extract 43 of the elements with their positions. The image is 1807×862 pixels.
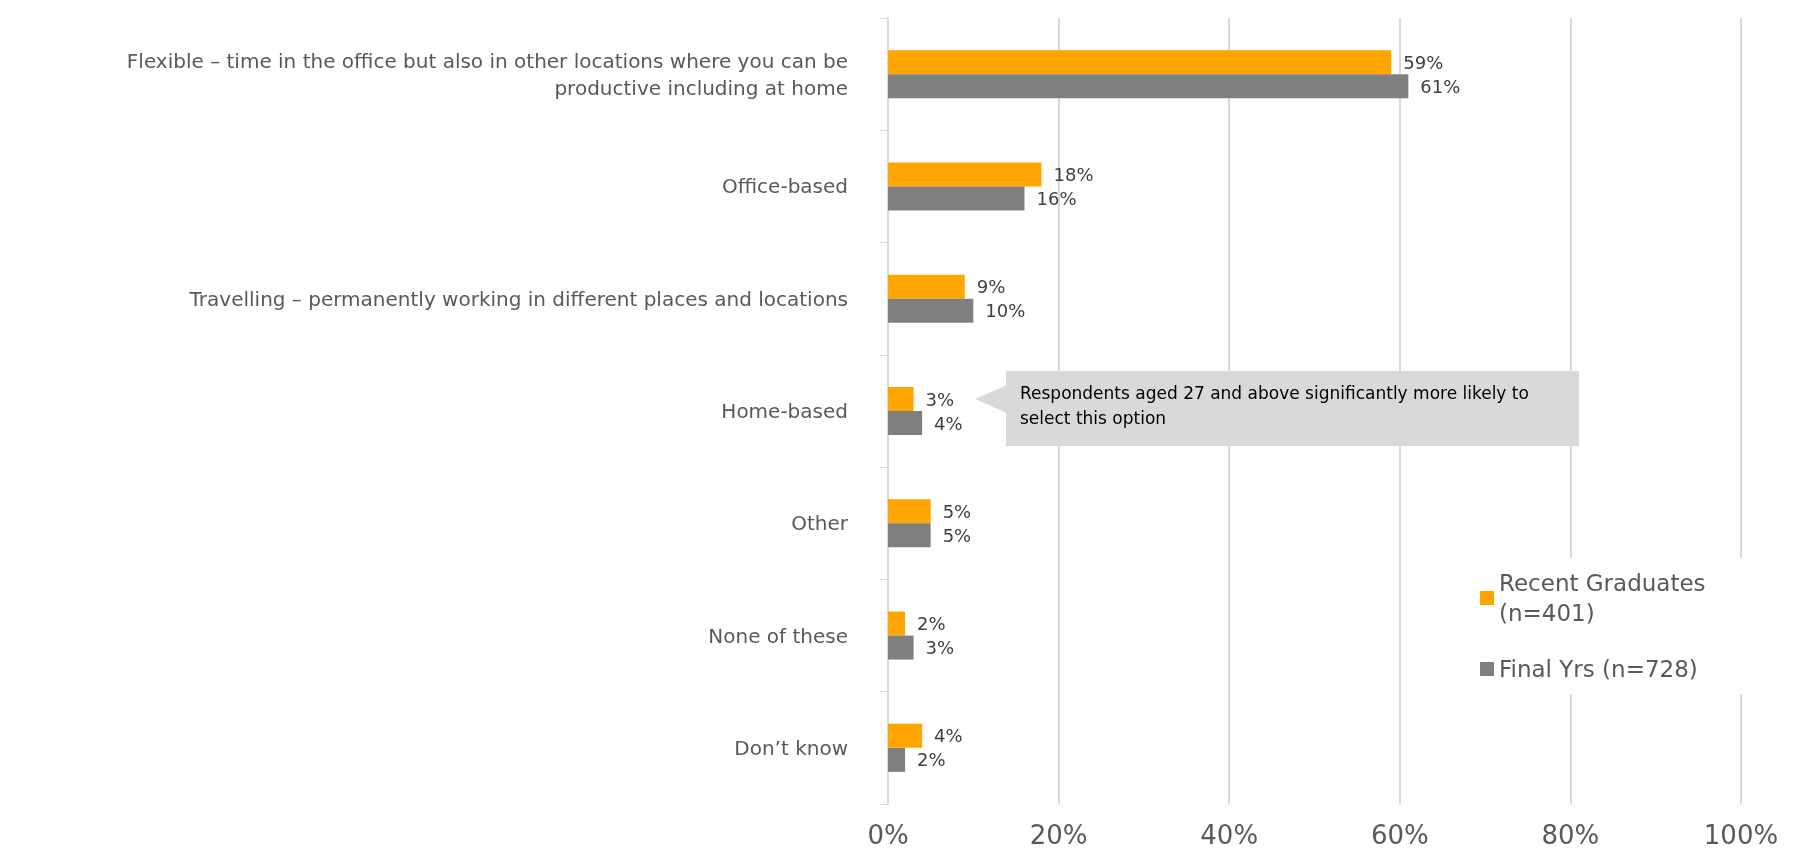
data-label: 5%: [942, 500, 972, 522]
bar: [888, 274, 965, 299]
bar: [888, 162, 1042, 187]
x-tick-label: 60%: [1370, 820, 1429, 850]
bar: [888, 387, 914, 411]
bar: [888, 499, 931, 524]
x-tick-label: 0%: [867, 820, 909, 850]
x-tick-label: 80%: [1541, 820, 1600, 850]
data-label: 59%: [1403, 51, 1444, 73]
bar: [888, 411, 923, 435]
bar: [888, 298, 974, 323]
y-tick-label: Travelling – permanently working in different places and locations: [188, 286, 848, 311]
bar: [888, 186, 1025, 211]
data-label: 9%: [976, 276, 1006, 298]
bar: [888, 74, 1409, 99]
data-label: 2%: [917, 613, 946, 635]
legend-label: Final Yrs (n=728): [1499, 656, 1698, 682]
x-tick-label: 100%: [1703, 820, 1779, 850]
bar: [888, 723, 923, 748]
x-tick-label: 40%: [1200, 820, 1259, 850]
y-tick-label: Flexible – time in the office but also in other locations where you can be productive including at home: [126, 48, 848, 100]
data-label: 4%: [934, 412, 963, 434]
y-tick-label: Other: [791, 511, 849, 536]
data-label: 18%: [1053, 163, 1094, 185]
bar: [888, 523, 931, 548]
legend-label: Recent Graduates (n=401): [1499, 570, 1713, 626]
data-label: 10%: [985, 300, 1026, 322]
bar: [888, 50, 1392, 75]
data-label: 5%: [942, 524, 972, 546]
x-tick-label: 20%: [1029, 820, 1088, 850]
data-label: 3%: [925, 388, 955, 410]
bar: [888, 747, 906, 772]
bar: [888, 611, 906, 636]
bar: [888, 635, 914, 660]
data-label: 2%: [917, 749, 946, 771]
y-tick-label: Office-based: [722, 174, 848, 199]
data-label: 4%: [934, 725, 963, 747]
data-label: 61%: [1420, 75, 1461, 97]
data-label: 16%: [1036, 187, 1077, 209]
y-tick-label: None of these: [708, 623, 848, 648]
data-label: 3%: [925, 637, 955, 659]
y-tick-label: Home-based: [721, 399, 848, 423]
y-tick-label: Don’t know: [734, 735, 848, 760]
